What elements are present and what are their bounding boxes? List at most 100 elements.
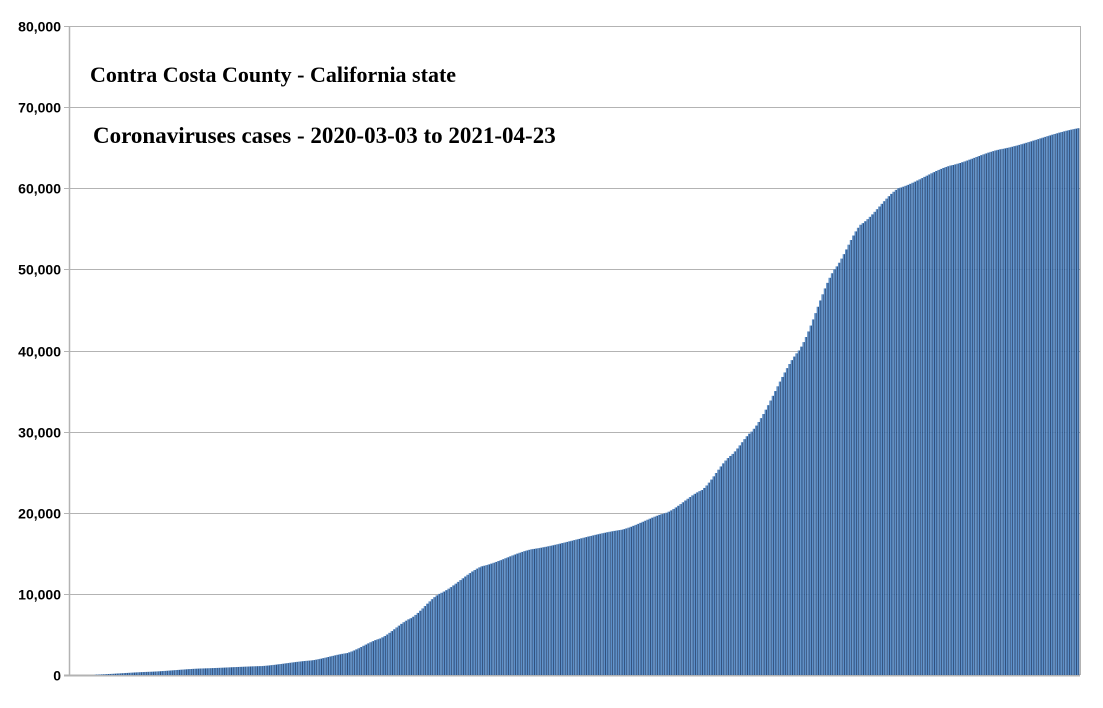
bar	[726, 458, 729, 675]
bar	[695, 492, 698, 675]
bar-edge	[406, 620, 408, 675]
bar	[951, 165, 954, 675]
bar	[703, 487, 705, 675]
bar	[729, 455, 731, 675]
bar	[1001, 148, 1003, 675]
y-tick-label: 20,000	[18, 506, 61, 522]
bar-edge	[122, 673, 124, 675]
bar	[821, 294, 823, 675]
bar	[856, 227, 859, 675]
bar-edge	[569, 541, 571, 675]
bar-edge	[971, 158, 973, 675]
bar-edge	[680, 504, 682, 675]
bar-edge	[174, 670, 176, 675]
bar	[250, 666, 253, 675]
bar-edge	[467, 574, 469, 675]
bar-edge	[742, 442, 744, 675]
bar	[468, 573, 471, 675]
bar	[111, 673, 113, 675]
bar	[807, 331, 809, 675]
bar	[587, 536, 589, 675]
bar-edge	[375, 640, 377, 675]
bar	[497, 561, 499, 675]
bar-edge	[969, 159, 971, 676]
bar	[404, 620, 407, 675]
bar	[534, 548, 537, 675]
bar	[968, 159, 970, 676]
bar	[253, 666, 255, 675]
bar-edge	[882, 203, 883, 675]
bar	[414, 614, 416, 675]
bar-edge	[545, 546, 547, 675]
bar	[1062, 131, 1065, 676]
bar-edge	[278, 664, 280, 675]
bar-edge	[394, 629, 396, 675]
bar-edge	[666, 512, 668, 675]
bar	[913, 181, 916, 675]
bar	[830, 273, 833, 675]
y-tick-label: 40,000	[18, 344, 61, 360]
bar	[191, 668, 194, 675]
bar	[487, 564, 490, 675]
bar	[539, 547, 542, 675]
bar-edge	[396, 627, 398, 675]
bar	[849, 240, 852, 675]
bar	[430, 599, 433, 675]
bar	[712, 476, 714, 675]
bar	[636, 523, 639, 675]
bar	[629, 526, 632, 675]
bar-edge	[657, 515, 659, 675]
bar	[752, 428, 755, 675]
bar-edge	[1000, 149, 1002, 675]
bar-edge	[737, 448, 739, 675]
bar-edge	[564, 542, 566, 675]
bar-edge	[512, 555, 514, 675]
bar-edge	[373, 641, 375, 675]
bar	[561, 543, 563, 675]
bar-edge	[197, 668, 199, 675]
bar	[265, 665, 267, 675]
bar-edge	[796, 353, 798, 675]
bar-edge	[522, 551, 524, 675]
bar	[215, 667, 217, 675]
bar-edge	[162, 671, 164, 675]
bar-edge	[250, 666, 251, 675]
bar	[1039, 138, 1041, 675]
bar	[563, 542, 565, 675]
bar	[428, 601, 430, 675]
bar-edge	[186, 669, 188, 675]
bar-edge	[576, 539, 578, 675]
bar	[961, 162, 963, 675]
bar	[733, 451, 736, 675]
bar-edge	[205, 668, 206, 675]
bar	[473, 570, 475, 675]
bar-edge	[687, 498, 689, 675]
bar	[892, 191, 894, 675]
bar	[364, 644, 367, 675]
bar	[672, 508, 674, 675]
bar-edge	[863, 223, 864, 675]
bar	[987, 152, 989, 675]
bar	[601, 533, 603, 675]
bar-edge	[453, 585, 455, 675]
bar	[871, 214, 873, 675]
bar-edge	[482, 566, 483, 675]
bar	[276, 664, 279, 675]
bar	[272, 664, 274, 675]
bar	[99, 674, 101, 675]
bar-edge	[212, 668, 214, 675]
bar-edge	[368, 643, 370, 675]
bar-edge	[799, 350, 801, 675]
bar-edge	[905, 185, 907, 675]
bar-edge	[231, 667, 233, 675]
bar	[189, 669, 191, 675]
bar	[859, 224, 861, 675]
bar-edge	[616, 530, 618, 675]
bar	[113, 673, 116, 675]
bar	[222, 667, 225, 675]
bar-edge	[886, 198, 888, 675]
bar	[1013, 146, 1015, 676]
bar	[833, 269, 835, 676]
bar-edge	[335, 655, 337, 675]
bar-edge	[758, 421, 760, 675]
